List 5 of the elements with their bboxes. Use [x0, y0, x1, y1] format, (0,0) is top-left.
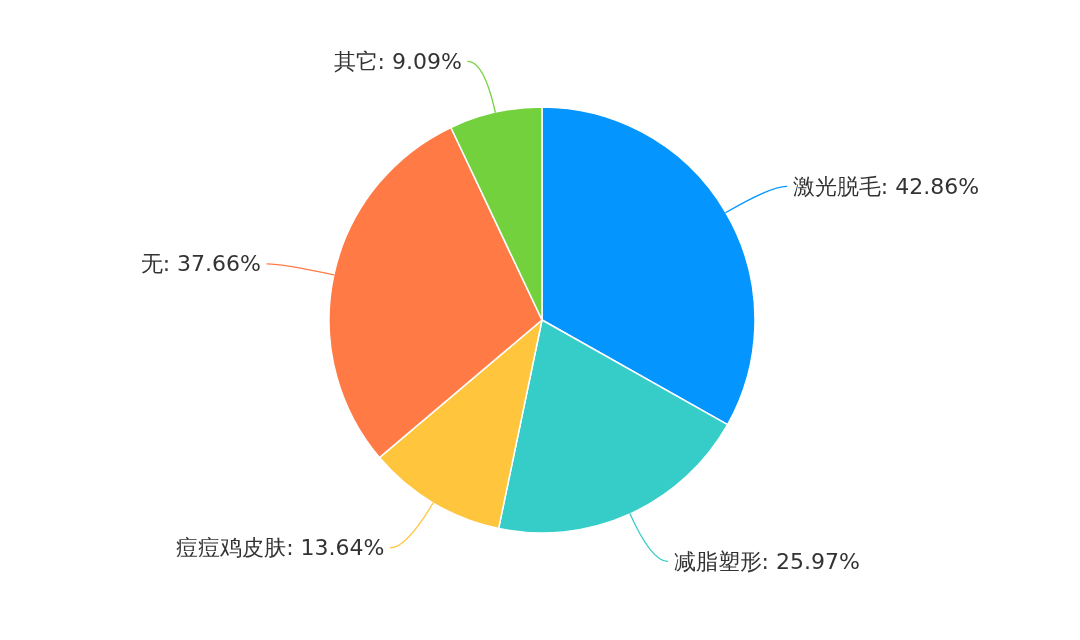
slice-label: 减脂塑形: 25.97%	[673, 548, 860, 574]
slice-label: 激光脱毛: 42.86%	[792, 173, 980, 199]
slice-label: 其它: 9.09%	[333, 48, 462, 74]
slice-label: 痘痘鸡皮肤: 13.64%	[176, 535, 385, 561]
slice-label: 无: 37.66%	[140, 251, 261, 277]
